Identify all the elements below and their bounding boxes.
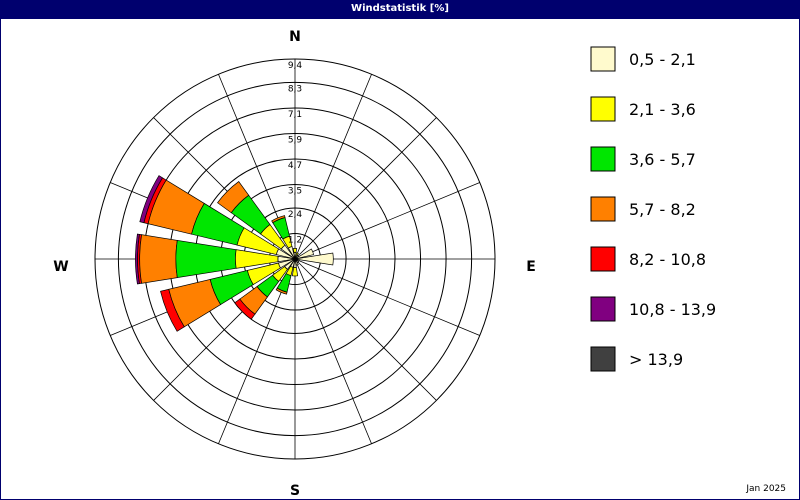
compass-label-s: S <box>290 483 300 499</box>
legend-label: 2,1 - 3,6 <box>629 100 696 119</box>
compass-label-e: E <box>526 259 536 275</box>
sector-bar-SSO-bin1 <box>294 258 299 266</box>
legend-swatch <box>590 146 616 172</box>
legend-label: 8,2 - 10,8 <box>629 250 706 269</box>
radial-tick-label: 3,5 <box>288 187 302 197</box>
sector-bar-W-bin1 <box>277 255 296 263</box>
radial-tick-label: 1,2 <box>288 236 302 246</box>
legend-swatch <box>590 346 616 372</box>
sector-bar-WNW-bin1 <box>275 248 296 260</box>
window-title: Windstatistik [%] <box>0 0 800 19</box>
grid-spoke <box>294 74 372 260</box>
legend-label: 3,6 - 5,7 <box>629 150 696 169</box>
legend-label: 0,5 - 2,1 <box>629 50 696 69</box>
radial-tick-label: 4,7 <box>288 161 302 171</box>
legend-swatch <box>590 246 616 272</box>
grid-spoke <box>294 258 480 336</box>
legend-swatch <box>590 96 616 122</box>
legend-label: 10,8 - 13,9 <box>629 300 716 319</box>
sector-bar-NW-bin1 <box>280 244 296 260</box>
sector-bar-W-bin4 <box>139 234 178 284</box>
compass-label-w: W <box>53 259 68 275</box>
grid-spoke <box>294 117 437 260</box>
sector-bar-WSW-bin1 <box>278 258 296 269</box>
sector-bar-W-bin3 <box>175 239 237 279</box>
radial-tick-label: 7,1 <box>288 110 302 120</box>
legend-swatch <box>590 46 616 72</box>
sector-bar-S-bin1 <box>293 258 297 268</box>
date-footer: Jan 2025 <box>746 484 786 494</box>
sector-bar-N-bin1 <box>293 252 297 260</box>
sector-bar-S-bin2 <box>291 267 299 277</box>
grid-spoke <box>294 182 480 260</box>
radial-tick-label: 5,9 <box>288 136 303 146</box>
radial-tick-label: 2,4 <box>288 210 303 220</box>
legend-swatch <box>590 196 616 222</box>
legend-label: 5,7 - 8,2 <box>629 200 696 219</box>
legend-label: > 13,9 <box>629 350 683 369</box>
sector-bar-SW-bin1 <box>284 258 296 270</box>
legend: 0,5 - 2,1 2,1 - 3,6 3,6 - 5,7 5,7 - 8,2 8,2 … <box>590 46 716 372</box>
compass-labels: N E S W <box>53 29 536 499</box>
grid-spoke <box>294 258 372 444</box>
grid-spoke <box>294 258 437 401</box>
radial-tick-label: 8,3 <box>288 84 302 94</box>
legend-swatch <box>590 296 616 322</box>
sector-bar-NNW-bin1 <box>287 246 296 260</box>
compass-label-n: N <box>289 29 301 45</box>
sector-bar-ONO-bin1 <box>294 248 315 260</box>
sector-bar-N-bin2 <box>292 248 298 254</box>
radial-tick-labels: 1,2 2,4 3,5 4,7 5,9 7,1 8,3 9,4 <box>288 61 303 246</box>
sector-bar-O-bin1 <box>294 252 334 266</box>
radial-tick-label: 9,4 <box>288 61 303 71</box>
sector-bars <box>135 175 334 332</box>
